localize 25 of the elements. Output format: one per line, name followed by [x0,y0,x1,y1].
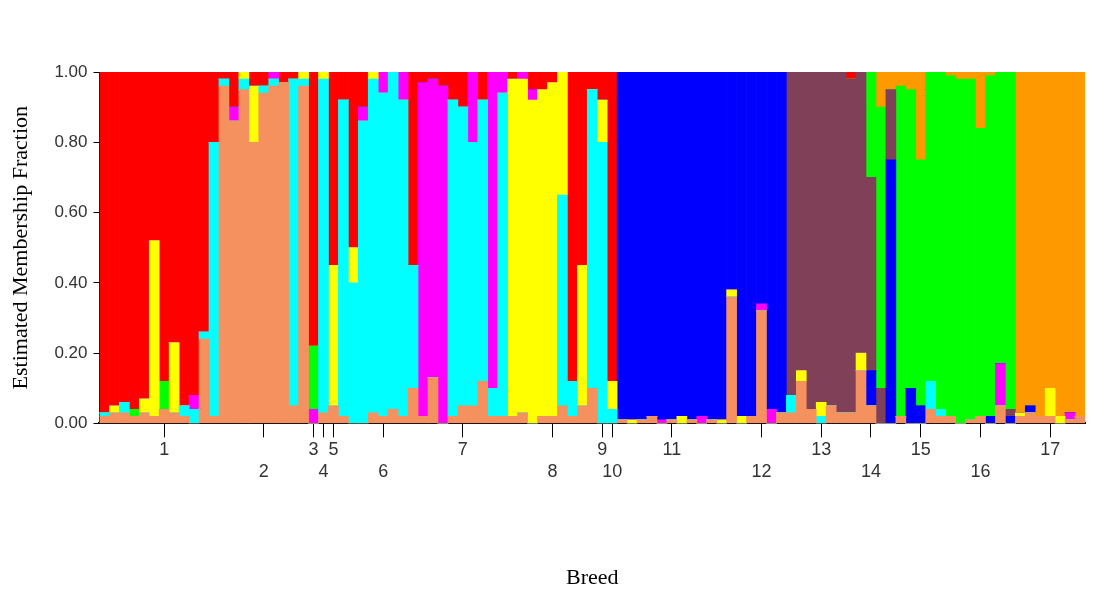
x-tick-label: 12 [751,460,772,481]
x-tick-label: 6 [378,460,389,481]
y-tick-label: 1.00 [54,61,88,81]
y-tick-label: 0.40 [54,272,88,292]
y-tick-label: 0.60 [54,202,88,222]
y-tick-label: 0.80 [54,131,88,151]
x-tick-label: 11 [662,439,682,460]
x-tick-label: 17 [1040,439,1061,460]
x-tick-label: 9 [597,439,608,460]
x-tick-label: 2 [258,460,269,481]
x-tick-label: 8 [547,460,558,481]
x-tick-label: 4 [318,460,329,481]
x-tick-label: 15 [910,439,931,460]
x-tick-label: 10 [602,460,623,481]
x-tick-label: 5 [328,439,339,460]
x-axis-title: Breed [565,563,619,589]
x-tick-label: 13 [811,439,832,460]
x-tick-label: 7 [457,439,468,460]
x-tick-label: 14 [860,460,881,481]
x-tick-label: 3 [308,439,319,460]
y-tick-label: 0.00 [54,413,88,433]
y-axis-title: Estimated Membership Fraction [6,105,32,390]
x-tick-label: 16 [970,460,991,481]
x-tick-label: 1 [159,439,170,460]
y-tick-label: 0.20 [54,342,88,362]
